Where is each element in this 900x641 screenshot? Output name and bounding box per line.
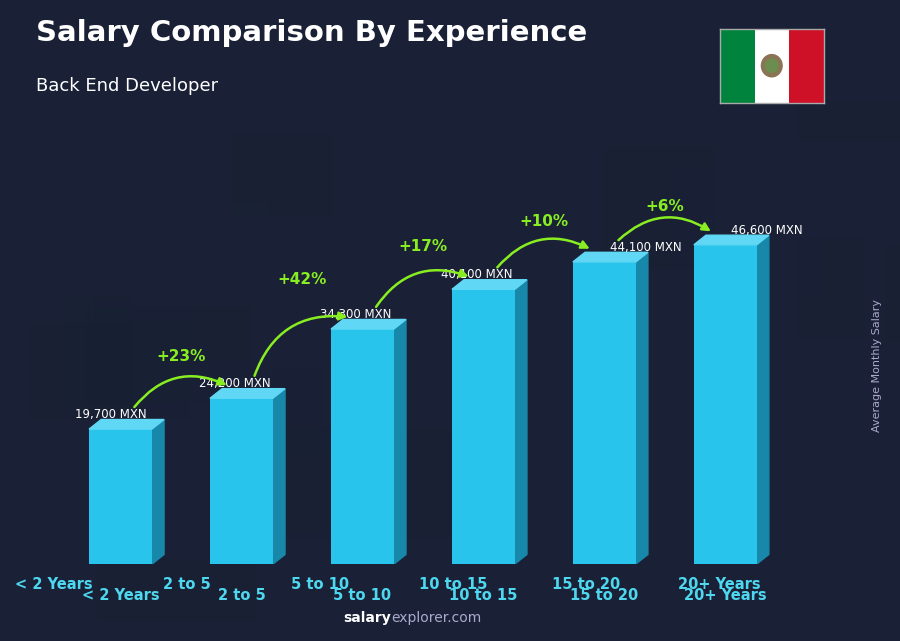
- Bar: [789, 29, 824, 103]
- Bar: [108, 362, 322, 424]
- Bar: [752, 399, 831, 435]
- Text: 2 to 5: 2 to 5: [163, 577, 211, 592]
- Bar: [338, 0, 514, 31]
- Bar: [212, 376, 265, 477]
- Text: 2 to 5: 2 to 5: [218, 588, 266, 603]
- Text: Salary Comparison By Experience: Salary Comparison By Experience: [36, 19, 587, 47]
- Text: < 2 Years: < 2 Years: [82, 588, 159, 603]
- Text: 15 to 20: 15 to 20: [571, 588, 638, 603]
- Bar: [830, 548, 900, 585]
- Bar: [331, 329, 394, 564]
- Polygon shape: [210, 388, 285, 398]
- Text: salary: salary: [344, 611, 392, 625]
- Text: explorer.com: explorer.com: [392, 611, 482, 625]
- Polygon shape: [573, 253, 648, 262]
- Bar: [885, 244, 900, 342]
- Bar: [364, 544, 454, 599]
- Bar: [198, 120, 389, 185]
- Text: 5 to 10: 5 to 10: [333, 588, 392, 603]
- Bar: [551, 554, 599, 637]
- Text: < 2 Years: < 2 Years: [15, 577, 93, 592]
- Polygon shape: [89, 419, 164, 429]
- Text: 44,100 MXN: 44,100 MXN: [610, 241, 682, 254]
- Text: 24,200 MXN: 24,200 MXN: [199, 378, 271, 390]
- Bar: [261, 428, 473, 538]
- Bar: [28, 31, 154, 101]
- Text: Back End Developer: Back End Developer: [36, 77, 218, 95]
- Bar: [318, 362, 392, 445]
- Bar: [854, 0, 900, 22]
- Bar: [723, 269, 900, 340]
- Bar: [67, 296, 132, 412]
- Bar: [411, 384, 531, 501]
- Text: +6%: +6%: [645, 199, 684, 213]
- Bar: [754, 29, 789, 103]
- Bar: [500, 260, 589, 301]
- Polygon shape: [635, 253, 648, 564]
- Text: 34,300 MXN: 34,300 MXN: [320, 308, 392, 321]
- Bar: [798, 101, 900, 141]
- Text: +10%: +10%: [519, 213, 569, 229]
- Bar: [263, 299, 390, 406]
- Circle shape: [765, 58, 778, 73]
- Text: 15 to 20: 15 to 20: [552, 577, 620, 592]
- Polygon shape: [757, 235, 769, 564]
- Bar: [264, 531, 345, 632]
- Polygon shape: [331, 319, 406, 329]
- Text: 5 to 10: 5 to 10: [291, 577, 349, 592]
- Polygon shape: [452, 279, 527, 289]
- Bar: [887, 381, 900, 486]
- Text: 10 to 15: 10 to 15: [419, 577, 488, 592]
- Bar: [30, 322, 189, 420]
- Bar: [210, 398, 273, 564]
- Bar: [86, 307, 251, 403]
- Bar: [795, 420, 889, 520]
- Bar: [125, 202, 267, 254]
- Circle shape: [760, 54, 783, 78]
- Text: 20+ Years: 20+ Years: [678, 577, 760, 592]
- Bar: [127, 0, 185, 127]
- Bar: [89, 429, 152, 564]
- Bar: [452, 289, 515, 564]
- Bar: [720, 29, 754, 103]
- Text: 19,700 MXN: 19,700 MXN: [75, 408, 146, 421]
- Bar: [798, 238, 865, 338]
- Bar: [16, 257, 94, 324]
- Text: 40,100 MXN: 40,100 MXN: [441, 269, 513, 281]
- Text: Average Monthly Salary: Average Monthly Salary: [872, 299, 883, 432]
- Bar: [233, 134, 334, 216]
- Bar: [672, 171, 824, 295]
- Text: +42%: +42%: [277, 272, 327, 287]
- Bar: [694, 245, 757, 564]
- Polygon shape: [394, 319, 406, 564]
- Text: 20+ Years: 20+ Years: [684, 588, 767, 603]
- Bar: [602, 146, 714, 269]
- Text: +17%: +17%: [399, 238, 447, 254]
- Bar: [217, 91, 372, 203]
- Bar: [145, 194, 314, 289]
- Bar: [90, 301, 195, 347]
- Polygon shape: [694, 235, 769, 245]
- Text: 46,600 MXN: 46,600 MXN: [732, 224, 803, 237]
- Bar: [806, 383, 871, 437]
- Bar: [873, 58, 900, 108]
- Bar: [271, 368, 322, 458]
- Polygon shape: [152, 419, 164, 564]
- Bar: [573, 262, 635, 564]
- Polygon shape: [515, 279, 527, 564]
- Text: +23%: +23%: [157, 349, 206, 364]
- Bar: [97, 558, 256, 621]
- Polygon shape: [273, 388, 285, 564]
- Bar: [188, 240, 358, 294]
- Bar: [622, 348, 835, 393]
- Text: 10 to 15: 10 to 15: [449, 588, 518, 603]
